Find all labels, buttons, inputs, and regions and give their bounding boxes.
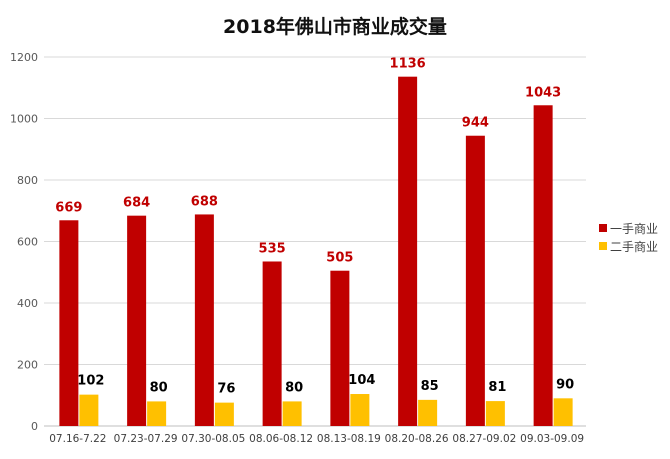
data-label-first-hand: 505 [326,251,353,266]
data-label-first-hand: 669 [55,200,82,215]
bar-second-hand [418,399,438,426]
bar-first-hand [262,261,282,426]
y-tick-label: 200 [17,359,38,372]
data-label-first-hand: 684 [123,196,150,211]
y-tick-label: 1000 [10,113,38,126]
data-label-second-hand: 81 [488,380,506,395]
data-label-second-hand: 90 [556,377,574,392]
x-tick-label: 08.06-08.12 [249,433,313,445]
bar-second-hand [79,394,99,426]
bar-second-hand [147,401,167,426]
bar-second-hand [485,401,505,426]
data-label-second-hand: 80 [285,380,303,395]
bar-first-hand [194,214,214,426]
bar-second-hand [350,394,370,426]
data-label-second-hand: 80 [150,380,168,395]
legend-swatch-second-hand [599,242,607,250]
data-label-first-hand: 688 [191,194,218,209]
data-label-second-hand: 102 [77,374,104,389]
legend-swatch-first-hand [599,224,607,232]
x-tick-label: 08.20-08.26 [385,433,449,445]
data-label-first-hand: 535 [259,241,286,256]
x-tick-label: 09.03-09.09 [520,433,584,445]
bar-first-hand [398,76,418,427]
y-tick-label: 800 [17,174,38,187]
legend-label-first-hand: 一手商业 [610,221,658,236]
bar-second-hand [282,401,302,426]
data-label-second-hand: 76 [217,382,235,397]
x-tick-label: 08.27-09.02 [452,433,516,445]
data-label-second-hand: 104 [348,373,375,388]
bar-second-hand [214,402,234,426]
chart-title: 2018年佛山市商业成交量 [223,16,447,38]
x-tick-label: 08.13-08.19 [317,433,381,445]
x-tick-label: 07.30-08.05 [181,433,245,445]
legend-label-second-hand: 二手商业 [610,239,658,254]
bar-first-hand [533,105,553,426]
data-label-first-hand: 1136 [390,57,426,72]
x-tick-label: 07.16-7.22 [49,433,106,445]
x-tick-label: 07.23-07.29 [114,433,178,445]
y-tick-label: 600 [17,236,38,249]
bar-first-hand [127,215,147,426]
data-label-first-hand: 944 [462,116,489,131]
bar-first-hand [59,220,79,426]
bar-first-hand [330,270,350,426]
bar-second-hand [553,398,573,426]
y-tick-label: 400 [17,297,38,310]
bar-first-hand [465,135,485,426]
y-tick-label: 1200 [10,51,38,64]
data-label-first-hand: 1043 [525,85,561,100]
data-label-second-hand: 85 [421,379,439,394]
y-tick-label: 0 [31,420,38,433]
